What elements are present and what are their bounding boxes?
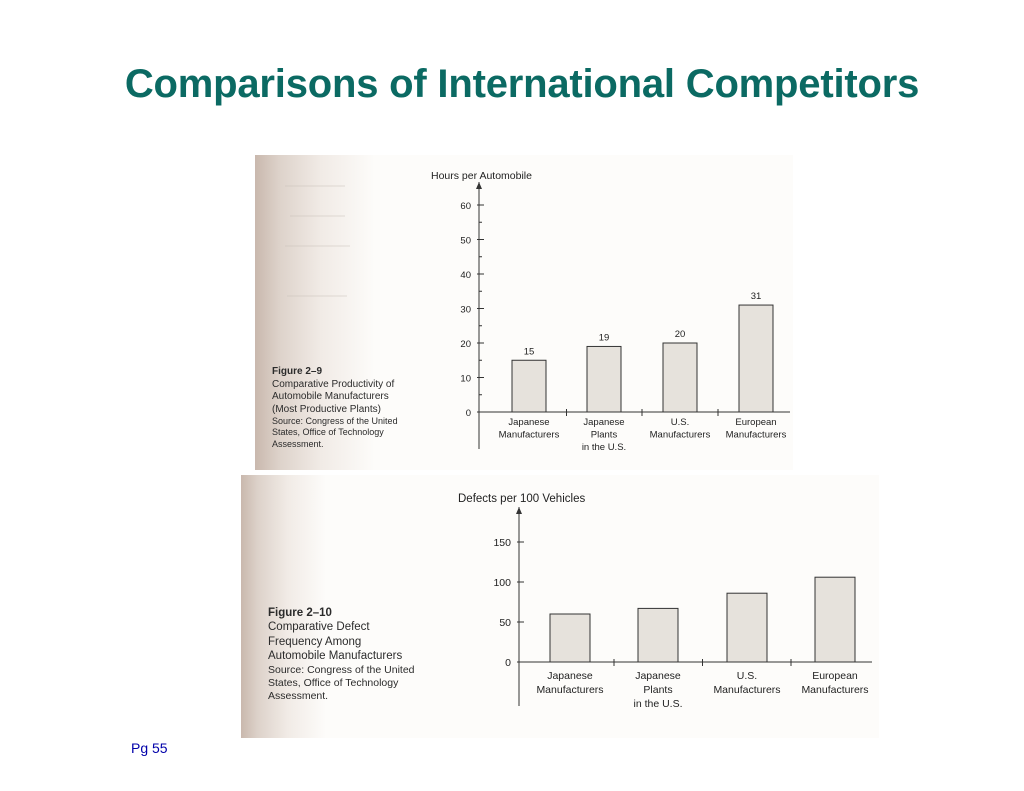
x-category-label: European [735, 417, 776, 428]
y-tick-label: 10 [460, 374, 471, 385]
caption-line: Comparative Productivity of [272, 378, 395, 390]
bar-value-label: 31 [751, 291, 762, 302]
bar-value-label: 19 [599, 332, 610, 343]
bar [738, 304, 774, 413]
source-line: States, Office of Technology [268, 676, 399, 689]
bar [662, 342, 698, 413]
y-tick-label: 0 [505, 657, 511, 669]
source-line: States, Office of Technology [272, 427, 384, 438]
source-line: Assessment. [272, 438, 324, 449]
bar [726, 592, 768, 663]
bar [549, 613, 591, 663]
caption-line: Automobile Manufacturers [272, 391, 389, 402]
figure-caption: Figure 2–9 Comparative Productivity of A… [272, 366, 398, 450]
source-line: Source: Congress of the United [272, 416, 398, 426]
y-tick-label: 50 [499, 617, 511, 629]
x-category-label: U.S. [737, 670, 757, 682]
y-tick-label: 100 [493, 577, 511, 589]
y-axis-title: Hours per Automobile [431, 170, 532, 182]
x-category-label: Japanese [635, 670, 681, 682]
bar [511, 359, 547, 413]
y-axis-arrow [476, 182, 482, 189]
caption-line: (Most Productive Plants) [272, 403, 381, 415]
y-tick-label: 30 [460, 305, 471, 316]
figure-2-9-scan: Figure 2–9 Comparative Productivity of A… [255, 155, 793, 470]
page-gutter-shadow [255, 155, 375, 470]
x-category-label: Manufacturers [650, 430, 711, 441]
bar [814, 576, 856, 663]
y-axis-arrow [516, 507, 522, 514]
x-category-label: Manufacturers [713, 684, 780, 696]
x-category-label: Plants [591, 430, 618, 441]
caption-line: Frequency Among [268, 635, 362, 648]
source-line: Source: Congress of the United [268, 663, 415, 676]
y-tick-label: 50 [460, 236, 471, 247]
bar [586, 345, 622, 413]
y-tick-label: 20 [460, 339, 471, 350]
bleed-through-text [285, 185, 345, 187]
figure-caption: Figure 2–10 Comparative Defect Frequency… [268, 606, 415, 703]
x-category-label: Japanese [583, 417, 624, 428]
figure-number: Figure 2–10 [268, 607, 332, 619]
x-category-label: Manufacturers [499, 430, 560, 441]
x-category-label: Manufacturers [536, 684, 603, 696]
figure-number: Figure 2–9 [272, 366, 323, 377]
bar-value-label: 15 [524, 346, 535, 357]
source-line: Assessment. [268, 689, 329, 702]
productivity-bar-chart: Hours per Automobile 0 10 20 30 40 50 60 15 Japan… [431, 170, 790, 453]
x-category-label: European [812, 670, 858, 682]
slide-title: Comparisons of International Competitors [124, 62, 920, 106]
y-tick-label: 40 [460, 270, 471, 281]
x-category-label: in the U.S. [582, 442, 626, 453]
y-axis-title: Defects per 100 Vehicles [458, 493, 585, 505]
bar-value-label: 20 [675, 329, 686, 340]
bleed-through-text [290, 215, 345, 217]
defects-bar-chart: Defects per 100 Vehicles 0 50 100 150 Japanes… [458, 493, 872, 710]
caption-line: Comparative Defect [268, 621, 370, 634]
y-tick-label: 0 [466, 408, 471, 419]
page-gutter-shadow [241, 475, 326, 738]
x-category-label: Plants [643, 684, 672, 696]
y-tick-label: 150 [493, 537, 511, 549]
bleed-through-text [285, 245, 350, 247]
caption-line: Automobile Manufacturers [268, 650, 403, 663]
x-category-label: in the U.S. [633, 698, 682, 710]
bar [637, 607, 679, 663]
x-category-label: Japanese [508, 417, 549, 428]
figure-2-10-scan: Figure 2–10 Comparative Defect Frequency… [241, 475, 879, 738]
x-category-label: Japanese [547, 670, 593, 682]
bleed-through-text [287, 295, 347, 297]
page-number: Pg 55 [131, 740, 168, 756]
x-category-label: Manufacturers [801, 684, 868, 696]
x-category-label: Manufacturers [726, 430, 787, 441]
y-tick-label: 60 [460, 201, 471, 212]
x-category-label: U.S. [671, 417, 689, 428]
